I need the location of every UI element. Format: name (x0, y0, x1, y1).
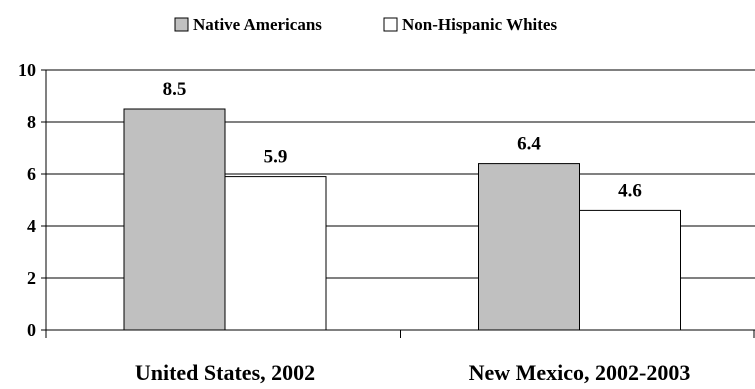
data-label-native-americans-0: 8.5 (163, 79, 187, 100)
legend: Native Americans Non-Hispanic Whites (174, 15, 557, 34)
data-labels: 8.5 5.9 6.4 4.6 (163, 79, 642, 201)
legend-label-native-americans: Native Americans (193, 15, 322, 34)
x-category-label-1: New Mexico, 2002-2003 (469, 360, 691, 385)
y-tick-label-4: 4 (27, 216, 36, 236)
y-tick-label-10: 10 (18, 60, 36, 80)
bar-native-americans-0 (123, 108, 226, 331)
bar-native-americans-1 (478, 163, 580, 331)
bars (123, 108, 681, 331)
bar-non-hispanic-whites-1 (579, 209, 681, 331)
y-tick-label-0: 0 (27, 320, 36, 340)
legend-swatch-native-americans (174, 17, 189, 32)
data-label-native-americans-1: 6.4 (517, 134, 541, 155)
legend-swatch-non-hispanic-whites (383, 17, 398, 32)
y-tick-label-6: 6 (27, 164, 36, 184)
y-tick-label-2: 2 (27, 268, 36, 288)
y-tick-label-8: 8 (27, 112, 36, 132)
x-category-label-0: United States, 2002 (135, 360, 315, 385)
data-label-non-hispanic-whites-0: 5.9 (264, 147, 288, 168)
axes: 0 2 4 6 8 10 United States, 2002 New Mexico, 20… (18, 60, 755, 385)
legend-label-non-hispanic-whites: Non-Hispanic Whites (402, 15, 557, 34)
bar-non-hispanic-whites-0 (224, 176, 327, 331)
data-label-non-hispanic-whites-1: 4.6 (618, 180, 642, 201)
